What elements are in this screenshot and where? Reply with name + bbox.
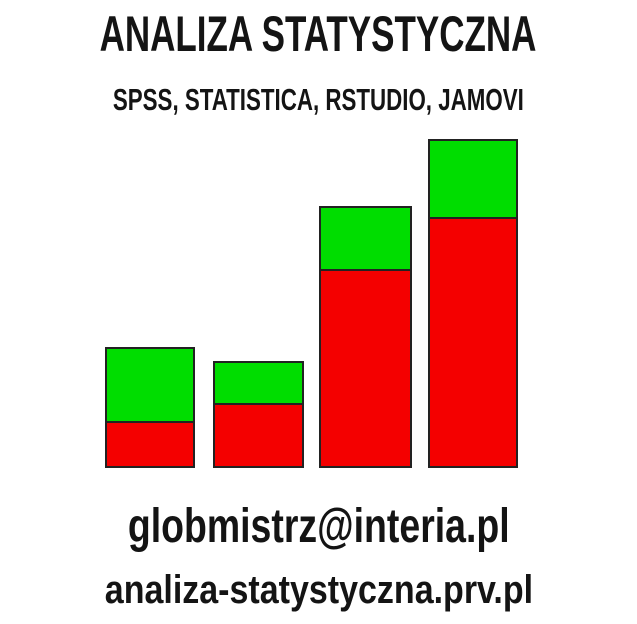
bottom-red-segment (428, 219, 518, 468)
website-url: analiza-statystyczna.prv.pl (0, 566, 637, 614)
top-green-segment (213, 361, 304, 405)
top-green-segment (428, 139, 518, 219)
bottom-red-segment (319, 271, 412, 468)
bottom-red-segment (213, 405, 304, 468)
page-title: ANALIZA STATYSTYCZNA (0, 4, 637, 64)
website-url-text: analiza-statystyczna.prv.pl (104, 568, 533, 612)
contact-email-text: globmistrz@interia.pl (127, 500, 510, 553)
top-green-segment (319, 206, 412, 271)
subtitle-text: SPSS, STATISTICA, RSTUDIO, JAMOVI (113, 82, 524, 117)
bottom-red-segment (105, 423, 195, 468)
contact-email: globmistrz@interia.pl (0, 496, 637, 558)
subtitle: SPSS, STATISTICA, RSTUDIO, JAMOVI (0, 80, 637, 120)
page-title-text: ANALIZA STATYSTYCZNA (100, 6, 537, 62)
top-green-segment (105, 347, 195, 423)
